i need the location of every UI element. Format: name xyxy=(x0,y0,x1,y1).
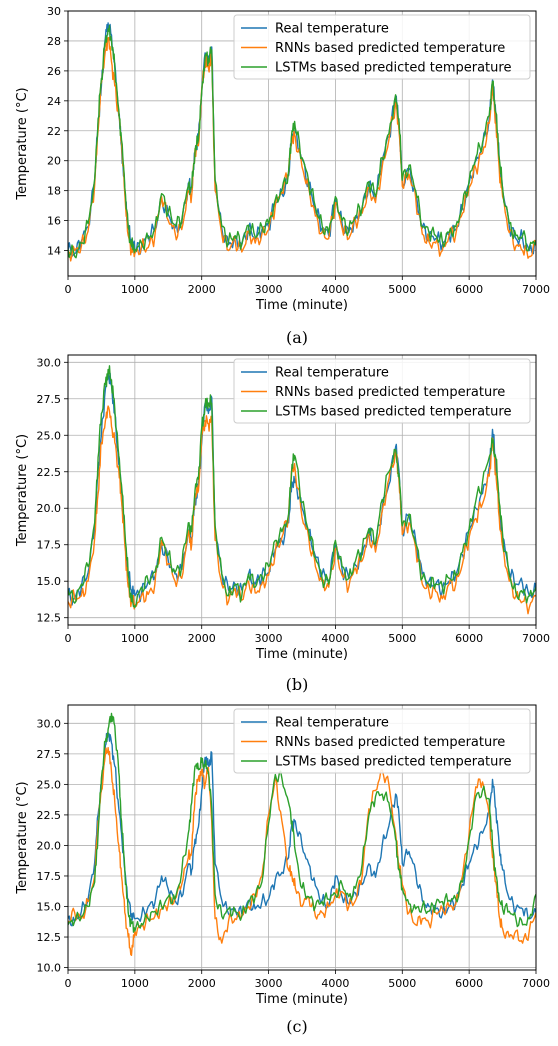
y-tick-label: 18 xyxy=(47,185,61,198)
x-tick-label: 3000 xyxy=(255,283,283,296)
y-tick-label: 27.5 xyxy=(37,393,62,406)
y-tick-label: 25.0 xyxy=(37,429,62,442)
series-line-1 xyxy=(68,747,536,956)
legend-label-2: LSTMs based predicted temperature xyxy=(275,755,511,770)
legend-box xyxy=(233,14,531,80)
axes-frame xyxy=(67,10,537,277)
y-tick-label: 28 xyxy=(47,35,61,48)
y-tick-label: 12.5 xyxy=(37,612,62,625)
x-tick-label: 5000 xyxy=(388,977,416,990)
y-tick-label: 25.0 xyxy=(37,778,62,791)
plot-area xyxy=(68,712,536,956)
y-tick-label: 15.0 xyxy=(37,575,62,588)
series-line-2 xyxy=(68,712,536,933)
y-tick-label: 22 xyxy=(47,125,61,138)
legend: Real temperature RNNs based predicted tem… xyxy=(233,358,531,424)
legend-label-0: Real temperature xyxy=(275,716,389,731)
legend-label-1: RNNs based predicted temperature xyxy=(275,735,505,750)
y-tick-label: 15.0 xyxy=(37,900,62,913)
x-tick-label: 4000 xyxy=(321,283,349,296)
legend-label-0: Real temperature xyxy=(275,366,389,381)
x-tick-label: 1000 xyxy=(121,977,149,990)
x-tick-label: 0 xyxy=(65,977,72,990)
x-tick-label: 7000 xyxy=(522,632,550,645)
series-line-1 xyxy=(68,405,536,615)
x-tick-label: 6000 xyxy=(455,283,483,296)
legend-label-2: LSTMs based predicted temperature xyxy=(275,61,511,76)
legend: Real temperature RNNs based predicted tem… xyxy=(233,14,531,80)
y-tick-label: 24 xyxy=(47,95,61,108)
x-tick-label: 6000 xyxy=(455,977,483,990)
x-tick-label: 5000 xyxy=(388,283,416,296)
x-tick-label: 6000 xyxy=(455,632,483,645)
plot-area xyxy=(68,22,536,262)
axes-frame xyxy=(67,704,537,971)
y-axis-label: Temperature (°C) xyxy=(15,87,30,200)
x-tick-label: 7000 xyxy=(522,977,550,990)
legend-label-0: Real temperature xyxy=(275,22,389,37)
x-tick-label: 3000 xyxy=(255,977,283,990)
x-tick-label: 2000 xyxy=(188,632,216,645)
x-axis-label: Time (minute) xyxy=(255,647,348,662)
axes-frame xyxy=(67,354,537,626)
x-tick-label: 4000 xyxy=(321,977,349,990)
y-tick-label: 20.0 xyxy=(37,839,62,852)
y-tick-label: 30.0 xyxy=(37,356,62,369)
legend-label-1: RNNs based predicted temperature xyxy=(275,41,505,56)
y-tick-label: 20 xyxy=(47,155,61,168)
panel-caption: (b) xyxy=(286,675,309,694)
y-tick-label: 10.0 xyxy=(37,962,62,975)
series-line-2 xyxy=(68,24,536,259)
x-tick-label: 1000 xyxy=(121,283,149,296)
y-tick-label: 22.5 xyxy=(37,809,62,822)
x-tick-label: 0 xyxy=(65,283,72,296)
chart-panel-2: 0 1000 2000 3000 4000 5000 6000 7000 10.0 12.5 15.… xyxy=(15,704,550,1036)
y-axis-label: Temperature (°C) xyxy=(15,781,30,894)
legend-box xyxy=(233,708,531,774)
y-tick-label: 30 xyxy=(47,5,61,18)
legend-box xyxy=(233,358,531,424)
chart-panel-1: 0 1000 2000 3000 4000 5000 6000 7000 12.5 15.0 17.… xyxy=(15,354,550,694)
series-line-1 xyxy=(68,36,536,262)
x-tick-label: 4000 xyxy=(321,632,349,645)
x-tick-label: 3000 xyxy=(255,632,283,645)
legend-label-2: LSTMs based predicted temperature xyxy=(275,405,511,420)
y-tick-label: 16 xyxy=(47,215,61,228)
x-tick-label: 0 xyxy=(65,632,72,645)
x-axis-label: Time (minute) xyxy=(255,992,348,1007)
y-tick-label: 14 xyxy=(47,245,61,258)
y-tick-label: 17.5 xyxy=(37,539,62,552)
y-tick-label: 30.0 xyxy=(37,717,62,730)
legend-label-1: RNNs based predicted temperature xyxy=(275,385,505,400)
x-tick-label: 2000 xyxy=(188,977,216,990)
series-line-2 xyxy=(68,365,536,609)
panel-caption: (a) xyxy=(286,328,308,347)
x-tick-label: 1000 xyxy=(121,632,149,645)
x-tick-label: 7000 xyxy=(522,283,550,296)
x-tick-label: 5000 xyxy=(388,632,416,645)
y-tick-label: 12.5 xyxy=(37,931,62,944)
y-tick-label: 20.0 xyxy=(37,502,62,515)
y-tick-label: 17.5 xyxy=(37,870,62,883)
x-axis-label: Time (minute) xyxy=(255,298,348,313)
x-tick-label: 2000 xyxy=(188,283,216,296)
panel-caption: (c) xyxy=(286,1017,307,1036)
y-tick-label: 26 xyxy=(47,65,61,78)
y-tick-label: 22.5 xyxy=(37,466,62,479)
y-tick-label: 27.5 xyxy=(37,748,62,761)
y-axis-label: Temperature (°C) xyxy=(15,434,30,547)
chart-panel-0: 0 1000 2000 3000 4000 5000 6000 7000 14 16 18 20 22 2… xyxy=(15,5,550,347)
plot-area xyxy=(68,365,536,615)
legend: Real temperature RNNs based predicted tem… xyxy=(233,708,531,774)
